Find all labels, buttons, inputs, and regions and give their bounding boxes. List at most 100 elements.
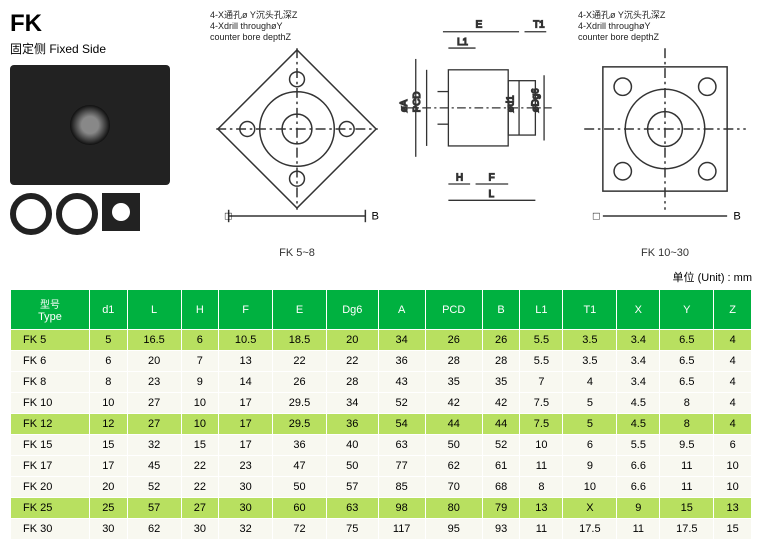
table-cell: FK 30 bbox=[11, 519, 90, 540]
title-main: FK bbox=[10, 10, 200, 38]
table-cell: 63 bbox=[378, 435, 425, 456]
table-cell: 23 bbox=[219, 456, 273, 477]
table-cell: 42 bbox=[482, 393, 520, 414]
table-cell: 17.5 bbox=[660, 519, 714, 540]
title-sub: 固定侧 Fixed Side bbox=[10, 40, 200, 57]
table-cell: 4 bbox=[714, 414, 752, 435]
col-header: 型号Type bbox=[11, 290, 90, 330]
table-cell: 22 bbox=[326, 351, 378, 372]
table-row: FK 121227101729.5365444447.554.584 bbox=[11, 414, 752, 435]
label-fk58: FK 5~8 bbox=[210, 247, 384, 259]
col-header: d1 bbox=[90, 290, 128, 330]
table-cell: 4 bbox=[714, 351, 752, 372]
accessory-ring-1 bbox=[10, 193, 52, 235]
table-cell: 72 bbox=[273, 519, 327, 540]
table-cell: 15 bbox=[181, 435, 219, 456]
table-cell: 22 bbox=[181, 477, 219, 498]
table-cell: FK 17 bbox=[11, 456, 90, 477]
table-cell: 6.5 bbox=[660, 351, 714, 372]
table-cell: FK 12 bbox=[11, 414, 90, 435]
col-header: Z bbox=[714, 290, 752, 330]
svg-text:□: □ bbox=[593, 211, 600, 223]
diagrams-row: 4-X通孔ø Y沉头孔深Z 4-Xdrill throughøY counter… bbox=[210, 10, 752, 259]
table-cell: 10.5 bbox=[219, 330, 273, 351]
table-row: FK 662071322223628285.53.53.46.54 bbox=[11, 351, 752, 372]
table-cell: 32 bbox=[127, 435, 181, 456]
table-cell: 7 bbox=[181, 351, 219, 372]
table-cell: 29.5 bbox=[273, 393, 327, 414]
table-cell: 10 bbox=[520, 435, 563, 456]
table-cell: 11 bbox=[520, 519, 563, 540]
table-cell: 10 bbox=[563, 477, 617, 498]
table-cell: 26 bbox=[482, 330, 520, 351]
table-cell: 23 bbox=[127, 372, 181, 393]
table-cell: 32 bbox=[219, 519, 273, 540]
left-panel: FK 固定侧 Fixed Side bbox=[10, 10, 200, 259]
table-cell: 57 bbox=[127, 498, 181, 519]
table-cell: 6.5 bbox=[660, 372, 714, 393]
table-cell: 93 bbox=[482, 519, 520, 540]
table-cell: 30 bbox=[219, 498, 273, 519]
table-cell: 34 bbox=[378, 330, 425, 351]
table-cell: 17.5 bbox=[563, 519, 617, 540]
table-cell: 17 bbox=[219, 435, 273, 456]
table-cell: 18.5 bbox=[273, 330, 327, 351]
diagram-front-fk1030: 4-X通孔ø Y沉头孔深Z 4-Xdrill throughøY counter… bbox=[578, 10, 752, 259]
table-cell: 44 bbox=[482, 414, 520, 435]
table-cell: X bbox=[563, 498, 617, 519]
table-cell: 3.4 bbox=[617, 372, 660, 393]
svg-text:H: H bbox=[456, 173, 463, 184]
svg-side: E T1 L1 øA PCD ød1 bbox=[394, 10, 568, 228]
table-cell: 62 bbox=[127, 519, 181, 540]
table-cell: 9 bbox=[617, 498, 660, 519]
table-cell: 22 bbox=[273, 351, 327, 372]
col-header: Dg6 bbox=[326, 290, 378, 330]
table-cell: 15 bbox=[714, 519, 752, 540]
table-cell: 6 bbox=[181, 330, 219, 351]
table-row: FK 5516.5610.518.5203426265.53.53.46.54 bbox=[11, 330, 752, 351]
table-cell: 61 bbox=[482, 456, 520, 477]
col-header: L bbox=[127, 290, 181, 330]
table-cell: 36 bbox=[273, 435, 327, 456]
table-cell: 28 bbox=[425, 351, 482, 372]
table-cell: 80 bbox=[425, 498, 482, 519]
table-cell: FK 5 bbox=[11, 330, 90, 351]
table-cell: 8 bbox=[90, 372, 128, 393]
table-cell: 11 bbox=[660, 477, 714, 498]
table-cell: 63 bbox=[326, 498, 378, 519]
table-cell: 3.4 bbox=[617, 351, 660, 372]
svg-text:F: F bbox=[489, 173, 495, 184]
table-cell: 27 bbox=[127, 393, 181, 414]
table-row: FK 3030623032727511795931117.51117.515 bbox=[11, 519, 752, 540]
table-cell: 5.5 bbox=[520, 330, 563, 351]
table-cell: 10 bbox=[181, 393, 219, 414]
table-cell: 11 bbox=[660, 456, 714, 477]
accessory-ring-2 bbox=[56, 193, 98, 235]
diagram-front-fk58: 4-X通孔ø Y沉头孔深Z 4-Xdrill throughøY counter… bbox=[210, 10, 384, 259]
table-cell: 5 bbox=[563, 393, 617, 414]
table-cell: 9 bbox=[563, 456, 617, 477]
table-cell: 35 bbox=[482, 372, 520, 393]
table-body: FK 5516.5610.518.5203426265.53.53.46.54F… bbox=[11, 330, 752, 540]
table-cell: 15 bbox=[90, 435, 128, 456]
table-row: FK 88239142628433535743.46.54 bbox=[11, 372, 752, 393]
col-header: PCD bbox=[425, 290, 482, 330]
table-cell: 14 bbox=[219, 372, 273, 393]
table-cell: 8 bbox=[660, 414, 714, 435]
svg-text:□: □ bbox=[225, 211, 232, 223]
table-cell: 6.6 bbox=[617, 477, 660, 498]
table-cell: 50 bbox=[326, 456, 378, 477]
table-cell: FK 10 bbox=[11, 393, 90, 414]
table-cell: 6 bbox=[563, 435, 617, 456]
table-cell: 4.5 bbox=[617, 393, 660, 414]
table-cell: 13 bbox=[520, 498, 563, 519]
table-cell: FK 8 bbox=[11, 372, 90, 393]
unit-label: 单位 (Unit) : mm bbox=[10, 269, 752, 285]
table-cell: 44 bbox=[425, 414, 482, 435]
table-cell: 22 bbox=[181, 456, 219, 477]
table-cell: 26 bbox=[425, 330, 482, 351]
label-fk1030: FK 10~30 bbox=[578, 247, 752, 259]
table-cell: 28 bbox=[482, 351, 520, 372]
table-cell: 68 bbox=[482, 477, 520, 498]
table-cell: 52 bbox=[127, 477, 181, 498]
